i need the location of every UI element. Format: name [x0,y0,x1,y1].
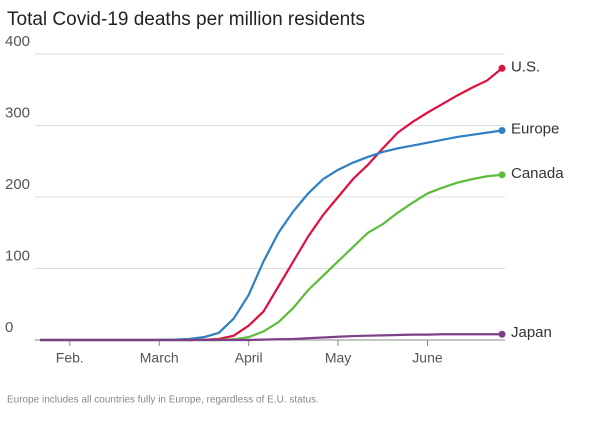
y-tick-label: 300 [5,104,30,121]
series-label: Europe [511,120,559,137]
chart-title: Total Covid-19 deaths per million reside… [7,9,365,30]
end-dot [498,127,506,135]
series-line [40,333,502,342]
series-label: U.S. [511,58,540,75]
x-tick-label: May [325,350,351,366]
x-tick-label: Feb. [56,350,84,366]
y-tick-label: 100 [5,247,30,264]
series-line [40,67,503,342]
chart-note: Europe includes all countries fully in E… [7,395,319,406]
y-tick-label: 200 [5,176,30,193]
y-tick-label: 0 [5,319,13,336]
x-tick-label: June [412,350,443,366]
series-label: Canada [511,165,564,182]
series-label: Japan [511,324,552,341]
x-tick-label: March [140,350,179,366]
end-dot [498,330,506,338]
end-dot [498,171,506,179]
series-line [40,173,503,342]
x-tick-label: April [235,350,263,366]
end-dot [498,64,506,72]
series-line [40,129,503,342]
y-tick-label: 400 [5,33,30,50]
